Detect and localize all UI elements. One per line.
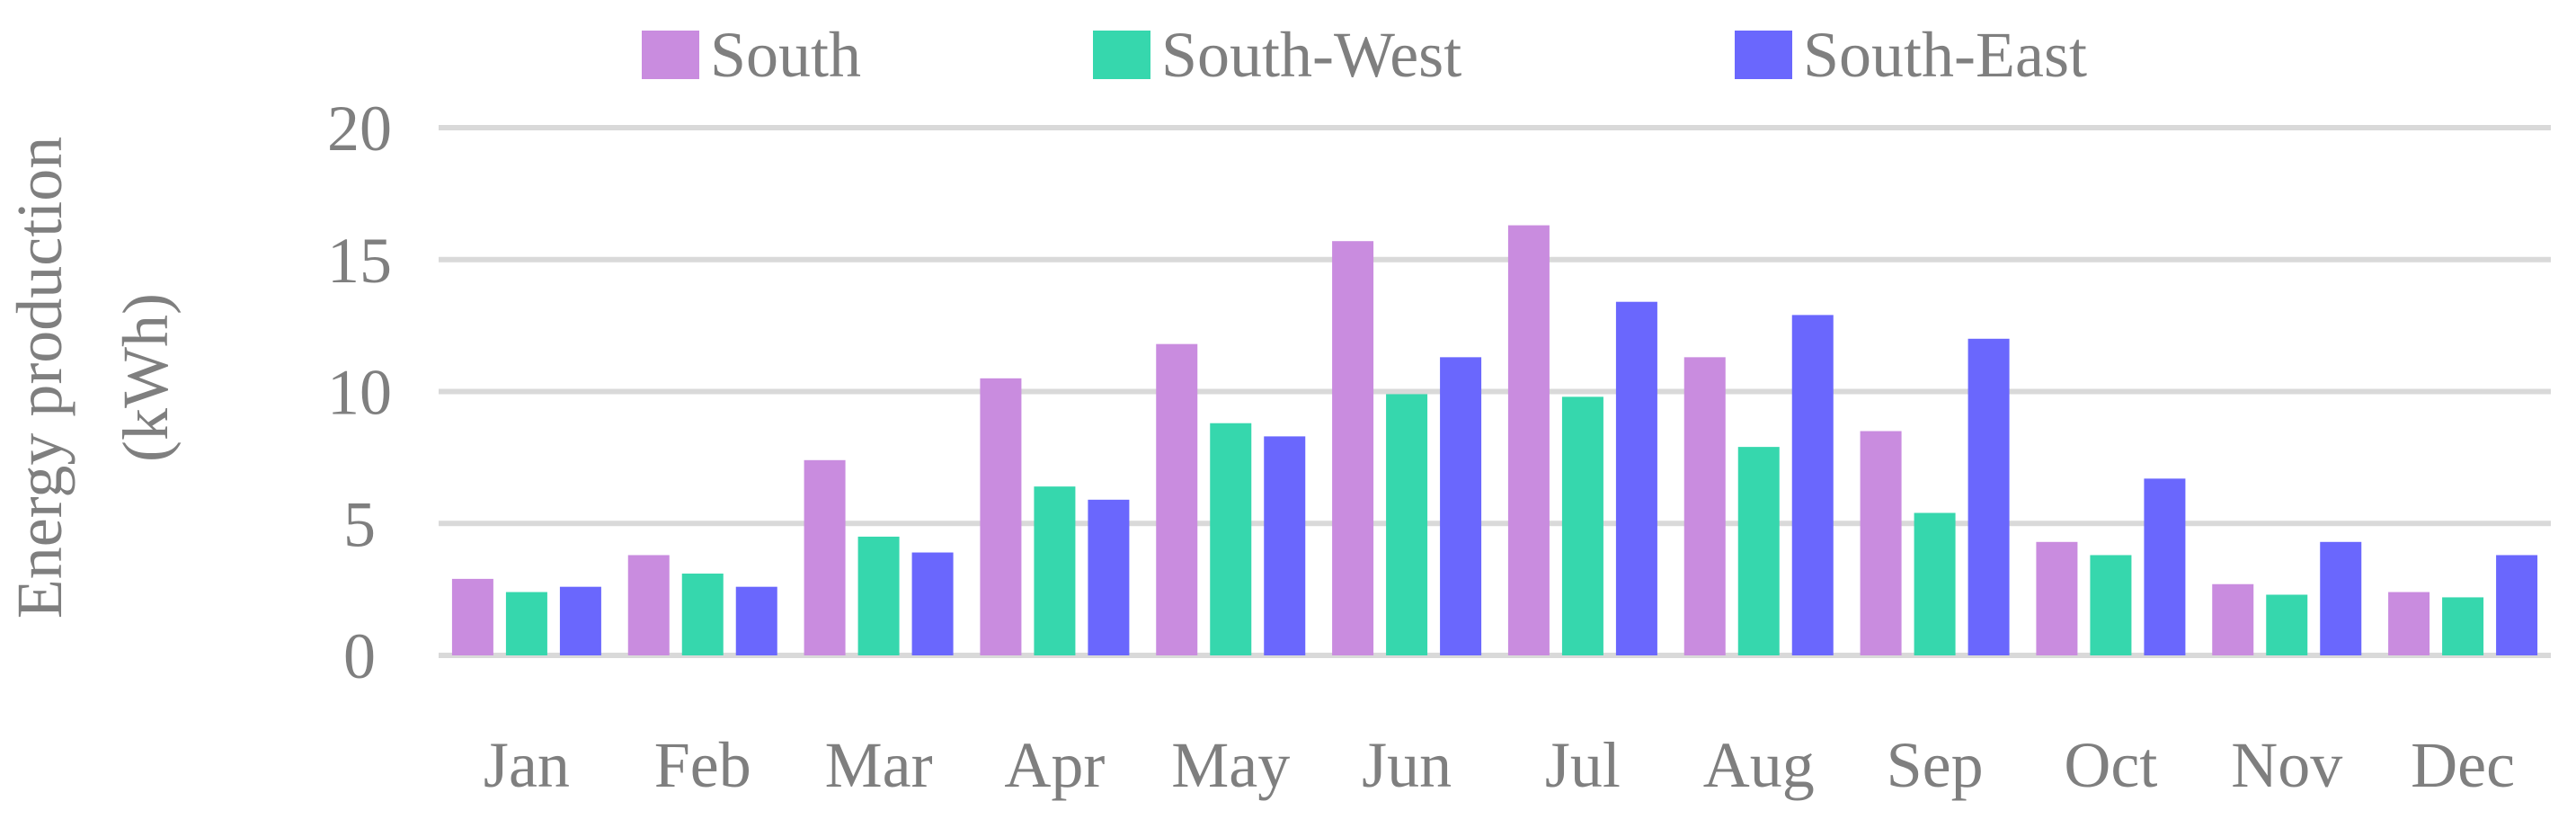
legend-label: South-East — [1803, 19, 2087, 91]
x-category-label: May — [1171, 729, 1290, 801]
bar-south-east-oct — [2144, 478, 2186, 655]
y-axis-label-line: (kWh) — [110, 293, 182, 462]
bar-south-west-apr — [1034, 486, 1076, 655]
bar-south-apr — [980, 378, 1022, 655]
bar-south-oct — [2036, 541, 2078, 655]
x-category-label: Apr — [1004, 729, 1105, 801]
legend-swatch — [1093, 31, 1150, 79]
gridlines — [439, 125, 2551, 658]
x-category-label: Aug — [1703, 729, 1815, 801]
legend-item: South — [642, 19, 861, 91]
bar-south-west-may — [1210, 423, 1252, 655]
bar-south-east-mar — [911, 552, 954, 655]
x-category-label: Jun — [1362, 729, 1452, 801]
x-category-label: Feb — [654, 729, 751, 801]
bar-south-west-nov — [2266, 594, 2308, 655]
bar-south-east-jul — [1615, 301, 1657, 655]
legend-swatch — [1735, 31, 1792, 79]
bar-south-east-jan — [559, 586, 601, 655]
legend-item: South-West — [1093, 19, 1461, 91]
bar-south-east-nov — [2320, 541, 2362, 655]
bar-south-west-jul — [1561, 396, 1603, 655]
bar-south-mar — [804, 459, 846, 655]
x-category-label: Jan — [484, 729, 570, 801]
bar-south-west-jan — [505, 592, 547, 655]
x-category-label: Dec — [2411, 729, 2515, 801]
bar-south-west-dec — [2442, 597, 2484, 655]
y-axis-label: Energy production (kWh) — [4, 137, 182, 619]
bar-south-west-feb — [681, 574, 724, 655]
bar-south-west-oct — [2090, 555, 2132, 655]
x-category-label: Nov — [2231, 729, 2342, 801]
y-tick-label: 20 — [327, 93, 392, 165]
bar-south-east-aug — [1791, 315, 1834, 655]
bar-south-west-jun — [1386, 394, 1428, 655]
y-tick-label: 10 — [327, 357, 392, 429]
bar-south-nov — [2212, 583, 2254, 655]
y-axis-ticks: 0 5 10 15 20 — [327, 93, 392, 692]
bar-south-east-apr — [1088, 499, 1130, 655]
x-category-label: Sep — [1887, 729, 1984, 801]
bar-south-east-sep — [1968, 338, 2010, 655]
y-tick-label: 15 — [327, 225, 392, 297]
bar-south-east-dec — [2496, 555, 2538, 655]
x-category-label: Oct — [2064, 729, 2157, 801]
legend-label: South-West — [1161, 19, 1461, 91]
bar-south-sep — [1860, 431, 1902, 655]
legend-item: South-East — [1735, 19, 2087, 91]
bar-south-west-aug — [1737, 447, 1780, 655]
bars — [451, 225, 2538, 655]
bar-south-jan — [451, 578, 493, 655]
bar-south-west-sep — [1914, 512, 1956, 655]
y-tick-label: 0 — [343, 620, 376, 692]
legend: South South-West South-East — [642, 19, 2087, 91]
x-category-label: Jul — [1545, 729, 1621, 801]
bar-south-east-feb — [735, 586, 777, 655]
y-axis-label-line: Energy production — [4, 137, 76, 619]
bar-south-west-mar — [857, 536, 900, 655]
bar-south-east-may — [1264, 436, 1306, 655]
bar-south-east-jun — [1440, 357, 1482, 655]
bar-south-aug — [1683, 357, 1726, 655]
x-axis-categories: Jan Feb Mar Apr May Jun Jul Aug Sep Oct Nov Dec — [484, 729, 2515, 801]
bar-south-jul — [1507, 225, 1550, 655]
legend-swatch — [642, 31, 699, 79]
bar-south-feb — [627, 555, 670, 655]
y-tick-label: 5 — [343, 488, 376, 560]
bar-south-jun — [1332, 241, 1374, 655]
x-category-label: Mar — [825, 729, 933, 801]
legend-label: South — [710, 19, 861, 91]
bar-south-dec — [2388, 592, 2430, 655]
bar-south-may — [1156, 343, 1198, 655]
